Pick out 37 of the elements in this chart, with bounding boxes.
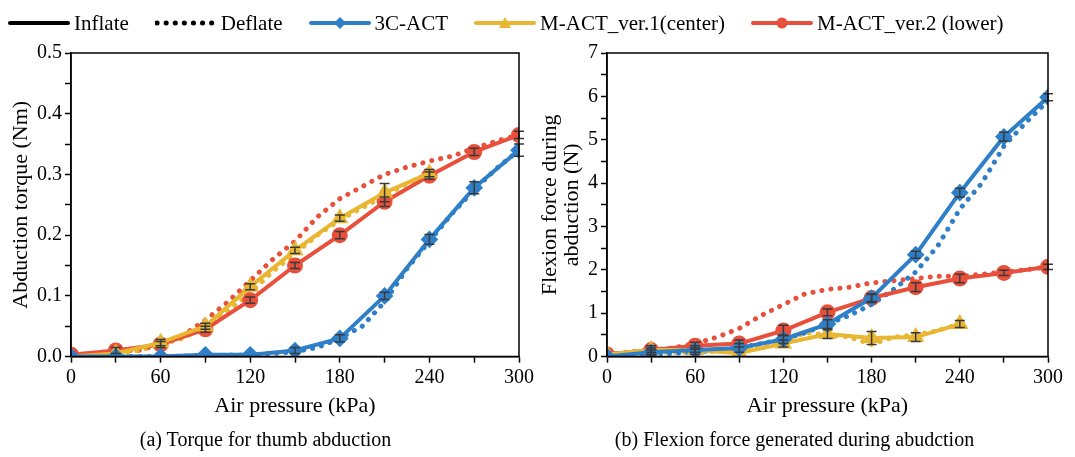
x-tick-label: 300 <box>1033 364 1063 387</box>
y-tick-label: 0 <box>588 343 598 366</box>
x-tick-label: 120 <box>235 364 266 387</box>
x-tick-label: 240 <box>944 364 975 387</box>
y-tick-label: 7 <box>588 40 598 63</box>
x-tick-label: 0 <box>66 364 76 387</box>
y-tick-label: 5 <box>588 126 598 149</box>
x-tick-label: 60 <box>685 364 706 387</box>
y-tick-label: 1 <box>588 300 598 323</box>
text: (a) Torque for thumb abduction <box>139 428 392 452</box>
legend-label: M-ACT_ver.2 (lower) <box>815 10 1004 36</box>
text: Inflate <box>73 10 129 36</box>
text: (b) Flexion force generated during abudction <box>614 428 975 452</box>
x-tick-label: 0 <box>602 364 612 387</box>
text: Deflate <box>219 10 283 36</box>
y-tick-label: 6 <box>588 83 598 106</box>
y-tick-label: 0.4 <box>37 100 62 123</box>
x-tick-label: 60 <box>150 364 171 387</box>
legend-label: 3C-ACT <box>373 10 449 36</box>
y-tick-label: 2 <box>588 257 598 280</box>
y-tick-label: 0.0 <box>37 343 62 366</box>
y-tick-label: 3 <box>588 213 598 236</box>
legend-label: M-ACT_ver.1(center) <box>539 10 725 36</box>
y-tick-label: 4 <box>588 170 598 193</box>
x-tick-label: 180 <box>856 364 887 387</box>
x-axis-title: Air pressure (kPa) <box>746 391 909 417</box>
y-axis-title: Abduction torque (Nm) <box>6 100 32 309</box>
x-axis-title: Air pressure (kPa) <box>214 391 376 417</box>
y-tick-label: 0.2 <box>37 222 62 245</box>
x-tick-label: 120 <box>768 364 799 387</box>
y-tick-label: 0.3 <box>37 161 62 184</box>
x-tick-label: 180 <box>324 364 355 387</box>
x-tick-label: 240 <box>414 364 445 387</box>
y-tick-label: 0.1 <box>37 283 62 306</box>
y-tick-label: 0.5 <box>37 40 62 63</box>
x-tick-label: 300 <box>504 364 534 387</box>
y-axis-title: Flexion force during abduction (N) <box>535 114 583 296</box>
